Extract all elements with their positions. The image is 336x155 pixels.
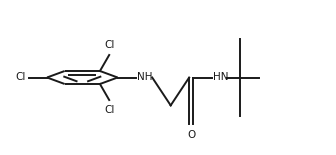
Text: O: O — [187, 130, 195, 140]
Text: Cl: Cl — [104, 105, 114, 115]
Text: HN: HN — [213, 73, 228, 82]
Text: Cl: Cl — [15, 73, 26, 82]
Text: NH: NH — [137, 73, 153, 82]
Text: Cl: Cl — [104, 40, 114, 50]
